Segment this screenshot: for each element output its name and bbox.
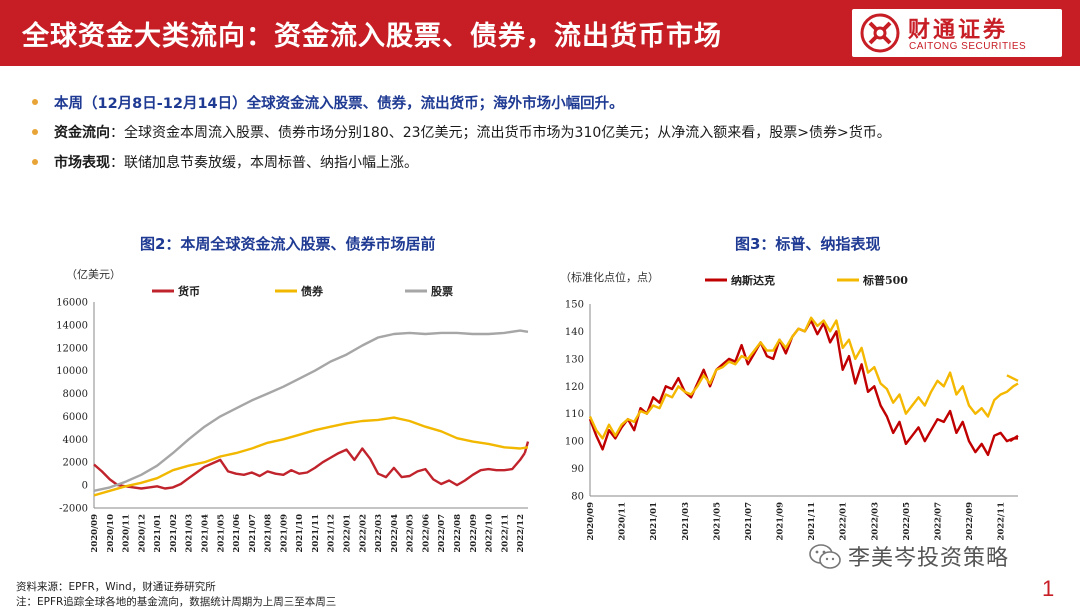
series-line	[588, 316, 1019, 440]
bullet-weekly-summary: 本周（12月8日-12月14日）全球资金流入股票、债券，流出货币；海外市场小幅回…	[30, 92, 1060, 122]
y-tick-label: 150	[565, 300, 584, 311]
y-tick-label: 140	[565, 327, 584, 338]
x-tick-label: 2020/12	[137, 514, 147, 553]
x-tick-label: 2020/11	[122, 514, 132, 553]
x-tick-label: 2022/02	[358, 514, 368, 553]
company-logo: 财通证券 CAITONG SECURITIES	[852, 9, 1062, 57]
caitong-logo-icon	[860, 13, 900, 53]
x-tick-label: 2021/09	[279, 514, 289, 553]
y-tick-label: 90	[571, 464, 584, 475]
x-tick-label: 2022/11	[500, 514, 510, 553]
y-tick-label: 8000	[63, 389, 88, 400]
source-note: 资料来源：EPFR，Wind，财通证券研究所	[16, 581, 216, 593]
y-tick-label: -2000	[59, 504, 88, 515]
series-line	[93, 329, 529, 492]
x-tick-label: 2021/11	[311, 514, 321, 553]
y-tick-label: 12000	[56, 343, 88, 354]
y-tick-label: 16000	[56, 298, 88, 309]
wechat-account-name: 李美岑投资策略	[848, 546, 1010, 571]
bullet-text: ：全球资金本周流入股票、债券市场分别180、23亿美元；流出货币市场为310亿美…	[110, 125, 891, 141]
x-tick-label: 2021/05	[712, 502, 722, 541]
x-tick-label: 2022/11	[997, 502, 1007, 541]
x-tick-label: 2021/10	[295, 514, 305, 553]
y-tick-label: 120	[565, 382, 584, 393]
x-tick-label: 2022/12	[516, 514, 526, 553]
x-tick-label: 2022/01	[343, 514, 353, 553]
x-tick-label: 2022/09	[965, 502, 975, 541]
x-tick-label: 2022/03	[870, 502, 880, 541]
x-tick-label: 2022/05	[902, 502, 912, 541]
legend-label: 纳斯达克	[731, 275, 775, 287]
y-tick-label: 2000	[63, 458, 88, 469]
bullet-text: ：联储加息节奏放缓，本周标普、纳指小幅上涨。	[110, 155, 418, 171]
bullet-label: 资金流向	[54, 125, 110, 141]
x-tick-label: 2021/01	[649, 502, 659, 541]
header-bar: 全球资金大类流向：资金流入股票、债券，流出货币市场 财通证券 CAITONG S…	[0, 0, 1080, 66]
x-tick-label: 2022/06	[421, 514, 431, 553]
fund-flow-chart: -2000 0 2000 4000 6000 8000 10000 12000 14000 160…	[56, 284, 530, 553]
x-tick-label: 2021/07	[248, 514, 258, 553]
y-tick-label: 10000	[56, 366, 88, 377]
bullet-label: 市场表现	[54, 155, 110, 171]
x-tick-label: 2021/01	[153, 514, 163, 553]
x-tick-label: 2021/03	[681, 502, 691, 541]
x-tick-label: 2022/03	[374, 514, 384, 553]
x-tick-label: 2021/12	[327, 514, 337, 553]
legend-label: 货币	[177, 284, 200, 298]
legend-label: 股票	[431, 285, 453, 298]
y-tick-label: 6000	[63, 412, 88, 423]
x-tick-label: 2021/11	[807, 502, 817, 541]
y-tick-label: 80	[571, 492, 584, 503]
series-line	[93, 416, 529, 497]
series-line	[93, 447, 526, 490]
x-tick-label: 2022/07	[437, 514, 447, 553]
x-tick-label: 2022/10	[485, 514, 495, 553]
wechat-icon	[809, 544, 841, 569]
y-tick-label: 0	[82, 481, 88, 492]
bullet-market-performance: 市场表现：联储加息节奏放缓，本周标普、纳指小幅上涨。	[30, 152, 1060, 182]
x-tick-label: 2021/03	[185, 514, 195, 553]
legend-label: 债券	[301, 284, 324, 298]
y-tick-label: 100	[565, 437, 584, 448]
x-tick-label: 2021/08	[264, 514, 274, 553]
x-tick-label: 2021/02	[169, 514, 179, 553]
x-tick-label: 2020/09	[90, 514, 100, 553]
chart2-title: 图2：本周全球资金流入股票、债券市场居前	[140, 235, 436, 253]
x-tick-label: 2020/10	[106, 514, 116, 553]
summary-bullets: 本周（12月8日-12月14日）全球资金流入股票、债券，流出货币；海外市场小幅回…	[30, 92, 1060, 182]
x-tick-label: 2021/06	[232, 514, 242, 553]
series-line-tail	[1009, 434, 1019, 443]
y-tick-label: 14000	[56, 320, 88, 331]
chart3-unit-label: （标准化点位，点）	[560, 271, 659, 284]
logo-english-name: CAITONG SECURITIES	[909, 41, 1027, 52]
bullet-text: 本周（12月8日-12月14日）全球资金流入股票、债券，流出货币；海外市场小幅回…	[54, 96, 624, 112]
bullet-fund-flow: 资金流向：全球资金本周流入股票、债券市场分别180、23亿美元；流出货币市场为3…	[30, 122, 1060, 152]
index-performance-chart: 80 90 100 110 120 130 140 150 2020/09 2020/11 2021…	[565, 275, 1019, 541]
x-tick-label: 2022/09	[469, 514, 479, 553]
page-title: 全球资金大类流向：资金流入股票、债券，流出货币市场	[22, 21, 722, 52]
logo-chinese-name: 财通证券	[908, 18, 1009, 43]
x-tick-label: 2020/11	[618, 502, 628, 541]
series-line-tail	[1006, 374, 1019, 382]
y-tick-label: 130	[565, 354, 584, 365]
chart2-unit-label: （亿美元）	[66, 268, 121, 281]
x-tick-label: 2021/09	[776, 502, 786, 541]
y-tick-label: 4000	[63, 435, 88, 446]
footnote: 注：EPFR追踪全球各地的基金流向，数据统计周期为上周三至本周三	[16, 596, 337, 608]
x-tick-label: 2022/05	[406, 514, 416, 553]
x-tick-label: 2022/04	[390, 514, 400, 553]
y-tick-label: 110	[565, 409, 584, 420]
x-tick-label: 2020/09	[586, 502, 596, 541]
page-number: 1	[1042, 576, 1055, 601]
wechat-watermark: 李美岑投资策略	[806, 540, 1046, 576]
x-tick-label: 2021/05	[216, 514, 226, 553]
x-tick-label: 2022/08	[453, 514, 463, 553]
x-tick-label: 2021/07	[744, 502, 754, 541]
x-tick-label: 2022/07	[933, 502, 943, 541]
x-tick-label: 2022/01	[839, 502, 849, 541]
x-tick-label: 2021/04	[200, 514, 210, 553]
legend-label: 标普500	[862, 275, 908, 287]
chart3-title: 图3：标普、纳指表现	[735, 235, 881, 253]
